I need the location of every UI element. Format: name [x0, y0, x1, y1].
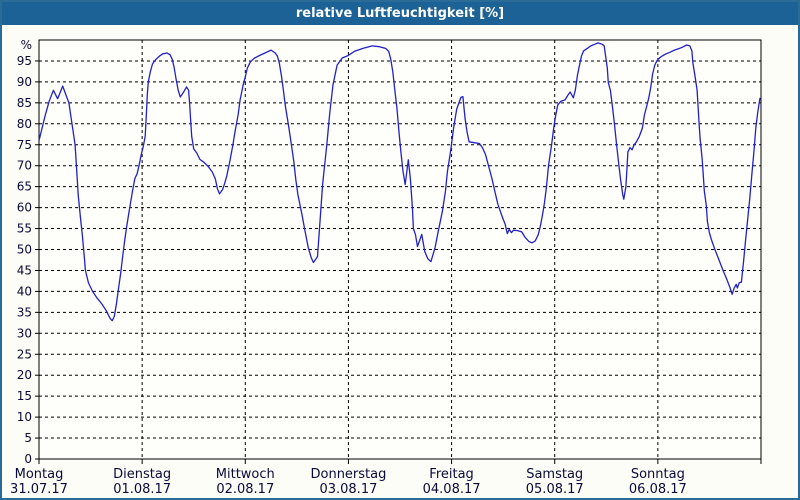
day-date-label: 03.08.17	[319, 482, 377, 497]
humidity-line	[38, 42, 761, 322]
y-tick-label: 40	[17, 284, 32, 298]
y-tick-label: 55	[17, 222, 32, 236]
day-date-label: 04.08.17	[423, 482, 481, 497]
chart-area: 0 5 10 15 20 25 30 35 40 45 50 55 60 65 70 75 80 85 90 95% M…	[2, 25, 798, 498]
day-date-label: 06.08.17	[629, 482, 687, 497]
day-name-label: Montag	[15, 467, 64, 482]
y-tick-label: 90	[17, 75, 32, 89]
day-name-label: Mittwoch	[216, 467, 275, 482]
y-tick-label: 50	[17, 243, 32, 257]
y-tick-label: 65	[17, 180, 32, 194]
day-name-label: Samstag	[526, 467, 583, 482]
day-name-label: Freitag	[429, 467, 474, 482]
day-date-label: 02.08.17	[216, 482, 274, 497]
y-unit-label: %	[21, 38, 32, 52]
y-tick-label: 80	[17, 117, 32, 131]
y-tick-label: 5	[24, 431, 32, 445]
y-tick-label: 60	[17, 201, 32, 215]
y-tick-label: 15	[17, 389, 32, 403]
window-title: relative Luftfeuchtigkeit [%]	[295, 6, 505, 21]
y-tick-label: 25	[17, 347, 32, 361]
day-name-label: Donnerstag	[310, 467, 386, 482]
y-tick-label: 70	[17, 159, 32, 173]
humidity-chart-svg: 0 5 10 15 20 25 30 35 40 45 50 55 60 65 70 75 80 85 90 95% M…	[10, 38, 762, 497]
y-tick-label: 35	[17, 305, 32, 319]
y-tick-label: 75	[17, 138, 32, 152]
day-date-label: 05.08.17	[526, 482, 584, 497]
y-tick-label: 85	[17, 96, 32, 110]
y-tick-label: 10	[17, 410, 32, 424]
day-date-label: 01.08.17	[113, 482, 171, 497]
day-name-label: Sonntag	[631, 467, 685, 482]
day-date-label: 31.07.17	[10, 482, 68, 497]
y-tick-label: 95	[17, 54, 32, 68]
y-tick-label: 20	[17, 368, 32, 382]
y-tick-label: 0	[24, 452, 32, 466]
y-tick-label: 45	[17, 263, 32, 277]
day-name-label: Dienstag	[113, 467, 171, 482]
title-bar[interactable]: relative Luftfeuchtigkeit [%]	[2, 2, 798, 25]
y-tick-label: 30	[17, 326, 32, 340]
